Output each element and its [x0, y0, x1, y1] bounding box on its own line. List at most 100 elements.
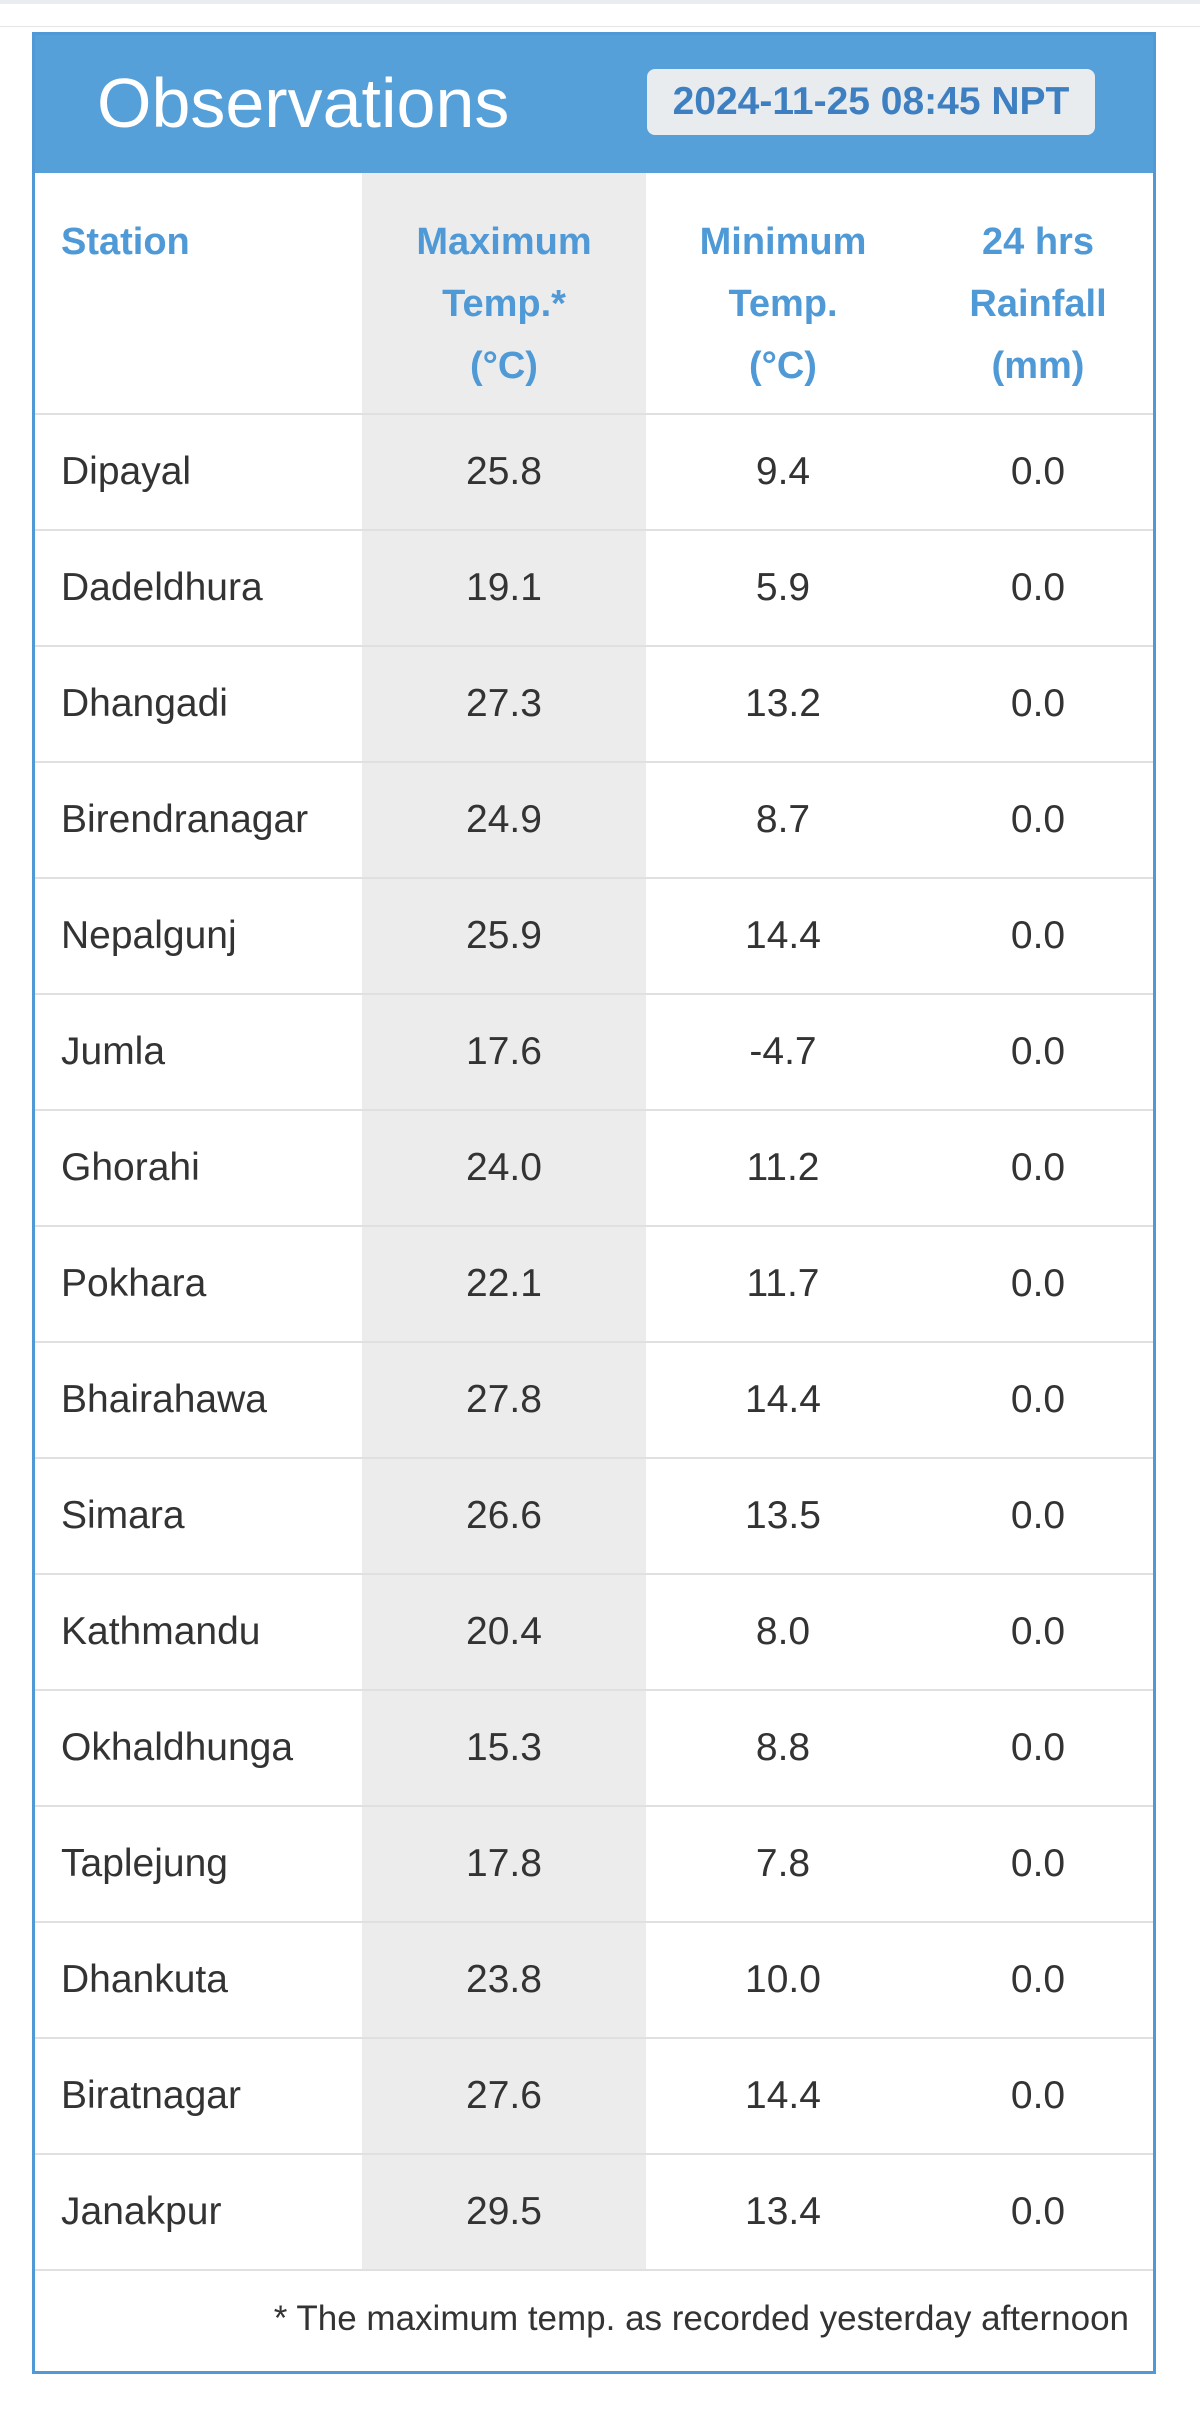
station-cell: Janakpur [61, 2190, 222, 2233]
max-temp-cell: 22.1 [466, 1262, 542, 1305]
table-row: Birendranagar 24.9 8.7 0.0 [35, 763, 1153, 879]
rainfall-cell: 0.0 [1010, 1958, 1066, 2001]
rainfall-cell: 0.0 [1010, 2190, 1066, 2233]
column-header-max-temp-line1: Maximum [416, 221, 592, 263]
table-row: Simara 26.6 13.5 0.0 [35, 1459, 1153, 1575]
station-cell: Dhankuta [61, 1958, 228, 2001]
column-header-min-temp: Minimum Temp. (°C) [646, 211, 920, 397]
table-row: Jumla 17.6 -4.7 0.0 [35, 995, 1153, 1111]
table-row: Dipayal 25.8 9.4 0.0 [35, 415, 1153, 531]
max-temp-cell: 26.6 [466, 1494, 542, 1537]
rainfall-cell: 0.0 [1010, 914, 1066, 957]
max-temp-cell: 25.8 [466, 450, 542, 493]
table-row: Biratnagar 27.6 14.4 0.0 [35, 2039, 1153, 2155]
station-cell: Dipayal [61, 450, 192, 493]
column-header-min-temp-line1: Minimum [699, 221, 867, 263]
min-temp-cell: 14.4 [745, 2074, 821, 2117]
rainfall-cell: 0.0 [1010, 1378, 1066, 1421]
station-cell: Birendranagar [61, 798, 309, 841]
rainfall-cell: 0.0 [1010, 566, 1066, 609]
max-temp-cell: 19.1 [466, 566, 542, 609]
min-temp-cell: -4.7 [749, 1030, 817, 1073]
max-temp-cell: 27.3 [466, 682, 542, 725]
rainfall-cell: 0.0 [1010, 1262, 1066, 1305]
column-header-max-temp-line2: Temp.* [442, 283, 566, 325]
rainfall-cell: 0.0 [1010, 798, 1066, 841]
max-temp-cell: 27.6 [466, 2074, 542, 2117]
rainfall-cell: 0.0 [1010, 1494, 1066, 1537]
station-cell: Simara [61, 1494, 185, 1537]
max-temp-column-shade [362, 173, 646, 2269]
station-cell: Nepalgunj [61, 914, 237, 957]
table-row: Dadeldhura 19.1 5.9 0.0 [35, 531, 1153, 647]
column-header-min-temp-line2: Temp. [728, 283, 838, 325]
table-row: Janakpur 29.5 13.4 0.0 [35, 2155, 1153, 2271]
table-row: Dhangadi 27.3 13.2 0.0 [35, 647, 1153, 763]
min-temp-cell: 11.2 [746, 1146, 820, 1189]
max-temp-cell: 15.3 [466, 1726, 542, 1769]
top-strip [0, 0, 1200, 4]
max-temp-cell: 17.8 [466, 1842, 542, 1885]
panel-title: Observations [97, 64, 510, 142]
max-temp-cell: 25.9 [466, 914, 542, 957]
column-header-max-temp-line3: (°C) [470, 345, 538, 387]
rainfall-cell: 0.0 [1010, 682, 1066, 725]
station-cell: Pokhara [61, 1262, 207, 1305]
observations-panel: Observations 2024-11-25 08:45 NPT Statio… [32, 32, 1156, 2374]
rainfall-cell: 0.0 [1010, 1726, 1066, 1769]
rainfall-cell: 0.0 [1010, 2074, 1066, 2117]
max-temp-cell: 29.5 [466, 2190, 542, 2233]
min-temp-cell: 8.0 [755, 1610, 811, 1653]
max-temp-cell: 20.4 [466, 1610, 542, 1653]
max-temp-cell: 27.8 [466, 1378, 542, 1421]
table-row: Bhairahawa 27.8 14.4 0.0 [35, 1343, 1153, 1459]
min-temp-cell: 13.2 [745, 682, 821, 725]
table-header: Station Maximum Temp.* (°C) Minimum Temp… [35, 173, 1153, 415]
column-header-station: Station [61, 211, 190, 273]
min-temp-cell: 14.4 [745, 1378, 821, 1421]
max-temp-cell: 24.0 [466, 1146, 542, 1189]
table-row: Okhaldhunga 15.3 8.8 0.0 [35, 1691, 1153, 1807]
column-header-station-label: Station [61, 221, 190, 263]
station-cell: Okhaldhunga [61, 1726, 294, 1769]
table-row: Kathmandu 20.4 8.0 0.0 [35, 1575, 1153, 1691]
min-temp-cell: 14.4 [745, 914, 821, 957]
column-header-rainfall-line1: 24 hrs [982, 221, 1094, 263]
min-temp-cell: 13.4 [745, 2190, 821, 2233]
min-temp-cell: 9.4 [755, 450, 811, 493]
min-temp-cell: 8.8 [755, 1726, 811, 1769]
rainfall-cell: 0.0 [1010, 1610, 1066, 1653]
column-header-rainfall-line3: (mm) [991, 345, 1085, 387]
column-header-rainfall-line2: Rainfall [969, 283, 1107, 325]
footnote: * The maximum temp. as recorded yesterda… [273, 2299, 1129, 2338]
station-cell: Dadeldhura [61, 566, 263, 609]
panel-header: Observations 2024-11-25 08:45 NPT [35, 35, 1153, 173]
min-temp-cell: 8.7 [755, 798, 811, 841]
min-temp-cell: 10.0 [745, 1958, 821, 2001]
min-temp-cell: 13.5 [745, 1494, 821, 1537]
max-temp-cell: 17.6 [466, 1030, 542, 1073]
table-row: Nepalgunj 25.9 14.4 0.0 [35, 879, 1153, 995]
station-cell: Biratnagar [61, 2074, 241, 2117]
station-cell: Ghorahi [61, 1146, 200, 1189]
station-cell: Bhairahawa [61, 1378, 267, 1421]
column-header-rainfall: 24 hrs Rainfall (mm) [920, 211, 1156, 397]
max-temp-cell: 23.8 [466, 1958, 542, 2001]
min-temp-cell: 5.9 [755, 566, 811, 609]
min-temp-cell: 7.8 [755, 1842, 811, 1885]
table-row: Dhankuta 23.8 10.0 0.0 [35, 1923, 1153, 2039]
rainfall-cell: 0.0 [1010, 450, 1066, 493]
rainfall-cell: 0.0 [1010, 1030, 1066, 1073]
max-temp-cell: 24.9 [466, 798, 542, 841]
station-cell: Jumla [61, 1030, 166, 1073]
column-header-max-temp: Maximum Temp.* (°C) [362, 211, 646, 397]
rainfall-cell: 0.0 [1010, 1842, 1066, 1885]
table-row: Ghorahi 24.0 11.2 0.0 [35, 1111, 1153, 1227]
column-header-min-temp-line3: (°C) [749, 345, 817, 387]
station-cell: Taplejung [61, 1842, 228, 1885]
top-divider [0, 26, 1200, 27]
rainfall-cell: 0.0 [1010, 1146, 1066, 1189]
timestamp-badge: 2024-11-25 08:45 NPT [647, 69, 1095, 135]
table-row: Pokhara 22.1 11.7 0.0 [35, 1227, 1153, 1343]
table-row: Taplejung 17.8 7.8 0.0 [35, 1807, 1153, 1923]
